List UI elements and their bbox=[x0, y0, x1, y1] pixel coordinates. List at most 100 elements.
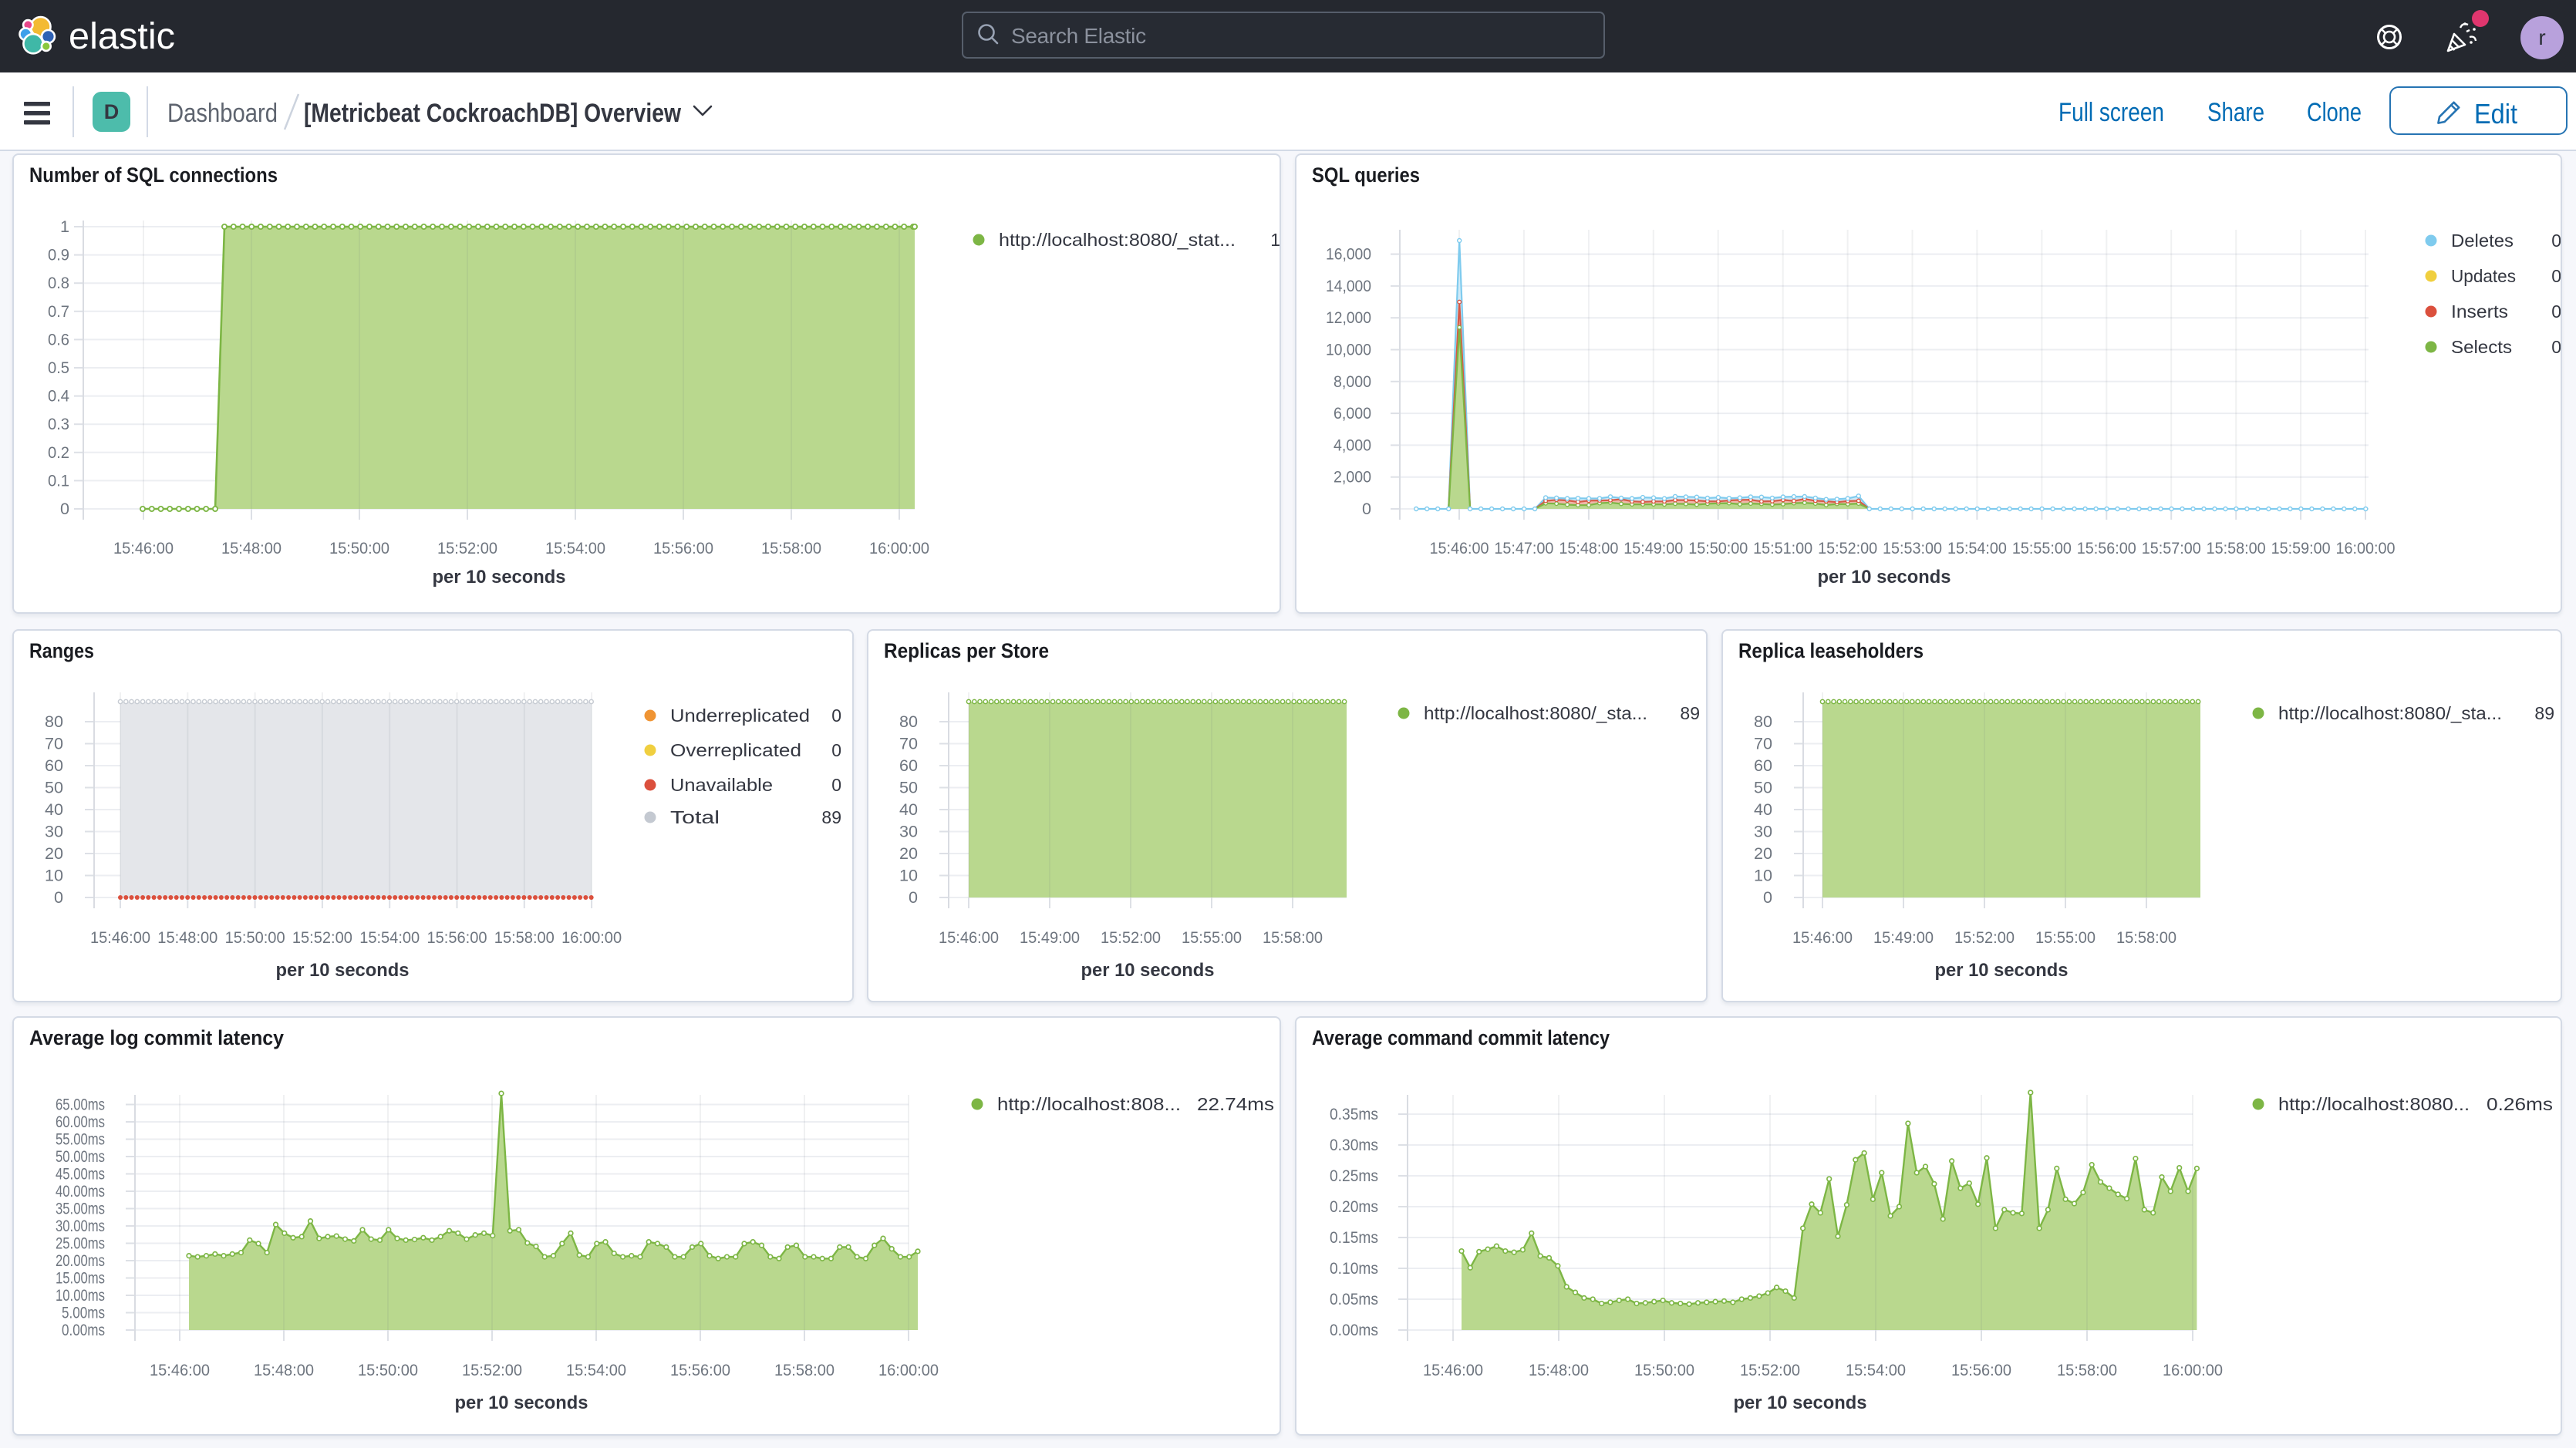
svg-text:0: 0 bbox=[831, 775, 841, 795]
svg-text:Ranges: Ranges bbox=[29, 639, 94, 662]
svg-text:0: 0 bbox=[2551, 301, 2561, 322]
svg-text:15:56:00: 15:56:00 bbox=[2077, 540, 2136, 557]
svg-text:30: 30 bbox=[899, 823, 918, 841]
svg-text:89: 89 bbox=[2534, 703, 2554, 723]
svg-text:22.74ms: 22.74ms bbox=[1197, 1094, 1274, 1114]
svg-text:Number of SQL connections: Number of SQL connections bbox=[29, 163, 278, 187]
svg-text:15:54:00: 15:54:00 bbox=[545, 540, 605, 557]
svg-text:15:50:00: 15:50:00 bbox=[358, 1362, 418, 1379]
svg-text:0.8: 0.8 bbox=[48, 274, 69, 292]
svg-text:15:53:00: 15:53:00 bbox=[1883, 540, 1942, 557]
svg-text:15:52:00: 15:52:00 bbox=[292, 929, 352, 947]
svg-text:35.00ms: 35.00ms bbox=[56, 1200, 105, 1218]
svg-text:15:54:00: 15:54:00 bbox=[566, 1362, 626, 1379]
svg-text:Inserts: Inserts bbox=[2451, 301, 2508, 322]
svg-text:50.00ms: 50.00ms bbox=[56, 1148, 105, 1166]
svg-text:Underreplicated: Underreplicated bbox=[670, 705, 810, 726]
svg-text:15:56:00: 15:56:00 bbox=[670, 1362, 730, 1379]
svg-text:15:52:00: 15:52:00 bbox=[462, 1362, 522, 1379]
svg-text:70: 70 bbox=[899, 736, 918, 753]
svg-text:15.00ms: 15.00ms bbox=[56, 1270, 105, 1288]
svg-text:0: 0 bbox=[2551, 337, 2561, 357]
svg-text:30: 30 bbox=[45, 823, 63, 841]
svg-text:16:00:00: 16:00:00 bbox=[2336, 540, 2396, 557]
svg-text:0: 0 bbox=[831, 705, 841, 726]
svg-text:0.05ms: 0.05ms bbox=[1330, 1291, 1378, 1308]
svg-text:15:55:00: 15:55:00 bbox=[1182, 929, 1242, 947]
svg-text:0.5: 0.5 bbox=[48, 359, 69, 377]
svg-text:15:54:00: 15:54:00 bbox=[1846, 1362, 1906, 1379]
svg-text:30.00ms: 30.00ms bbox=[56, 1217, 105, 1235]
svg-text:60: 60 bbox=[45, 757, 63, 775]
svg-text:1: 1 bbox=[60, 218, 69, 236]
svg-text:70: 70 bbox=[45, 736, 63, 753]
svg-text:Total: Total bbox=[670, 807, 720, 827]
svg-text:50: 50 bbox=[1754, 780, 1772, 797]
svg-text:20.00ms: 20.00ms bbox=[56, 1252, 105, 1270]
svg-text:http://localhost:8080...: http://localhost:8080... bbox=[2278, 1094, 2470, 1114]
svg-text:per 10 seconds: per 10 seconds bbox=[1818, 567, 1951, 588]
svg-text:60: 60 bbox=[899, 757, 918, 775]
svg-text:15:50:00: 15:50:00 bbox=[1688, 540, 1748, 557]
svg-text:Replicas per Store: Replicas per Store bbox=[884, 639, 1049, 662]
svg-text:15:59:00: 15:59:00 bbox=[2271, 540, 2331, 557]
svg-text:10: 10 bbox=[45, 867, 63, 885]
svg-text:0: 0 bbox=[60, 500, 69, 518]
svg-text:elastic: elastic bbox=[69, 16, 175, 57]
svg-text:per 10 seconds: per 10 seconds bbox=[276, 960, 410, 981]
svg-text:SQL queries: SQL queries bbox=[1312, 163, 1420, 187]
svg-text:20: 20 bbox=[899, 845, 918, 863]
svg-text:0.35ms: 0.35ms bbox=[1330, 1106, 1378, 1123]
svg-text:0.26ms: 0.26ms bbox=[2487, 1094, 2553, 1114]
svg-text:per 10 seconds: per 10 seconds bbox=[455, 1392, 588, 1413]
svg-text:0.10ms: 0.10ms bbox=[1330, 1260, 1378, 1278]
svg-text:0: 0 bbox=[54, 889, 63, 907]
svg-text:0: 0 bbox=[831, 740, 841, 760]
svg-text:per 10 seconds: per 10 seconds bbox=[1734, 1392, 1867, 1413]
svg-text:15:56:00: 15:56:00 bbox=[1951, 1362, 2011, 1379]
svg-text:60.00ms: 60.00ms bbox=[56, 1113, 105, 1131]
svg-text:4,000: 4,000 bbox=[1334, 436, 1371, 454]
svg-text:8,000: 8,000 bbox=[1334, 373, 1371, 391]
svg-text:0: 0 bbox=[1763, 889, 1772, 907]
svg-text:15:49:00: 15:49:00 bbox=[1873, 929, 1934, 947]
svg-text:10.00ms: 10.00ms bbox=[56, 1287, 105, 1305]
svg-text:Replica leaseholders: Replica leaseholders bbox=[1738, 639, 1924, 662]
svg-text:45.00ms: 45.00ms bbox=[56, 1166, 105, 1184]
svg-text:65.00ms: 65.00ms bbox=[56, 1096, 105, 1114]
svg-text:http://localhost:808...: http://localhost:808... bbox=[997, 1094, 1181, 1114]
svg-text:Unavailable: Unavailable bbox=[670, 775, 773, 795]
svg-text:12,000: 12,000 bbox=[1326, 309, 1371, 327]
svg-text:15:58:00: 15:58:00 bbox=[2116, 929, 2176, 947]
svg-text:0.3: 0.3 bbox=[48, 416, 69, 433]
svg-text:Clone: Clone bbox=[2307, 98, 2362, 127]
svg-text:5.00ms: 5.00ms bbox=[62, 1305, 105, 1322]
svg-text:Full screen: Full screen bbox=[2058, 98, 2164, 127]
svg-text:15:58:00: 15:58:00 bbox=[761, 540, 821, 557]
svg-text:15:52:00: 15:52:00 bbox=[1818, 540, 1877, 557]
svg-text:20: 20 bbox=[45, 845, 63, 863]
svg-text:15:46:00: 15:46:00 bbox=[1423, 1362, 1483, 1379]
svg-text:2,000: 2,000 bbox=[1334, 469, 1371, 487]
svg-text:15:46:00: 15:46:00 bbox=[150, 1362, 210, 1379]
svg-text:50: 50 bbox=[899, 780, 918, 797]
svg-text:0: 0 bbox=[2551, 231, 2561, 251]
svg-text:15:52:00: 15:52:00 bbox=[437, 540, 497, 557]
svg-text:0.00ms: 0.00ms bbox=[62, 1322, 105, 1339]
svg-text:16,000: 16,000 bbox=[1326, 246, 1371, 264]
svg-text:40: 40 bbox=[45, 801, 63, 819]
svg-text:15:48:00: 15:48:00 bbox=[1559, 540, 1618, 557]
svg-text:10: 10 bbox=[1754, 867, 1772, 885]
svg-text:15:54:00: 15:54:00 bbox=[359, 929, 420, 947]
svg-text:15:46:00: 15:46:00 bbox=[1430, 540, 1489, 557]
svg-text:0.4: 0.4 bbox=[48, 388, 69, 406]
svg-text:10,000: 10,000 bbox=[1326, 342, 1371, 359]
svg-text:60: 60 bbox=[1754, 757, 1772, 775]
svg-text:15:56:00: 15:56:00 bbox=[653, 540, 713, 557]
svg-text:25.00ms: 25.00ms bbox=[56, 1235, 105, 1253]
svg-text:15:58:00: 15:58:00 bbox=[774, 1362, 835, 1379]
svg-text:15:57:00: 15:57:00 bbox=[2142, 540, 2201, 557]
svg-text:http://localhost:8080/_sta...: http://localhost:8080/_sta... bbox=[2278, 703, 2502, 723]
svg-text:89: 89 bbox=[821, 807, 841, 827]
svg-text:16:00:00: 16:00:00 bbox=[561, 929, 622, 947]
